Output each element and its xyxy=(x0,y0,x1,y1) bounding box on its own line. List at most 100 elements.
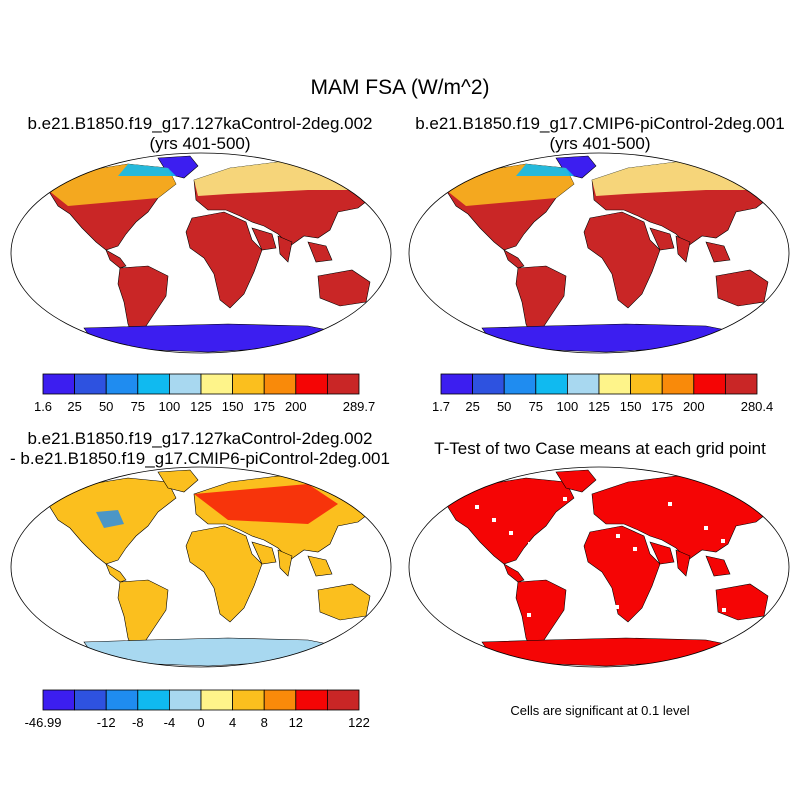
panel-3-title-line-2: - b.e21.B1850.f19_g17.CMIP6-piControl-2d… xyxy=(10,449,390,468)
panel-4-title-line-1: T-Test of two Case means at each grid po… xyxy=(434,439,766,458)
map-4-insignificant-cell xyxy=(563,497,567,501)
map-3-india xyxy=(277,549,293,577)
map-2-central-america xyxy=(503,249,525,269)
map-3-se-asia xyxy=(307,555,333,577)
colorbar-2-tick-label: 200 xyxy=(682,399,705,414)
panel-1-title-line-1: b.e21.B1850.f19_g17.127kaControl-2deg.00… xyxy=(27,114,373,133)
colorbar-1-tick-label: 100 xyxy=(158,399,181,414)
colorbar-2-tick-label: 125 xyxy=(588,399,610,414)
colorbar-2-swatch xyxy=(661,373,695,395)
map-4-africa xyxy=(583,525,661,623)
colorbar-2-swatch xyxy=(440,373,474,395)
colorbar-2-swatch xyxy=(630,373,663,395)
map-3-arabia xyxy=(251,541,277,565)
map-4-insignificant-cell xyxy=(633,547,637,551)
colorbar-1-swatch xyxy=(137,373,170,395)
panel-4-title: T-Test of two Case means at each grid po… xyxy=(400,439,800,459)
colorbar-2-tick-label: 75 xyxy=(528,399,544,414)
map-4-india xyxy=(675,549,691,577)
colorbar-2-tick-label: 25 xyxy=(465,399,480,414)
map-3-north-america-negative-area xyxy=(96,510,124,528)
map-panel-4 xyxy=(408,466,790,668)
map-4-insignificant-cell xyxy=(509,531,513,535)
colorbar-1-swatch xyxy=(263,373,297,395)
map-2-boundary xyxy=(408,152,790,354)
map-4-greenland xyxy=(555,469,597,493)
colorbar-1-tick-label: 50 xyxy=(98,399,114,414)
significance-note: Cells are significant at 0.1 level xyxy=(510,703,690,718)
colorbar-3-tick-label: -46.99 xyxy=(24,715,62,730)
map-2-africa xyxy=(583,211,661,309)
colorbar-1-tick-label: 125 xyxy=(190,399,212,414)
colorbar-1-tick-label: 1.6 xyxy=(33,399,53,414)
colorbar-3-swatch xyxy=(263,689,297,711)
panel-2-title: b.e21.B1850.f19_g17.CMIP6-piControl-2deg… xyxy=(400,114,800,154)
map-4-insignificant-cell xyxy=(669,571,673,575)
map-4-se-asia xyxy=(705,555,731,577)
colorbar-3-swatch xyxy=(42,689,76,711)
colorbar-panel-1: 1.6 25 50 75 100 125 150 175 200 289.7 xyxy=(34,373,375,414)
colorbar-1-swatch xyxy=(200,373,234,395)
map-1-arabia xyxy=(251,227,277,251)
colorbar-1-tick-label: 75 xyxy=(130,399,146,414)
panel-2-title-line-1: b.e21.B1850.f19_g17.CMIP6-piControl-2deg… xyxy=(415,114,785,133)
colorbar-2-swatch xyxy=(598,373,632,395)
map-1-australia xyxy=(317,269,371,307)
colorbar-2-swatch xyxy=(693,373,726,395)
colorbar-3-tick-label: -8 xyxy=(132,715,144,730)
map-2-india xyxy=(675,235,691,263)
map-4-insignificant-cell xyxy=(475,505,479,509)
colorbar-3-tick-label: 4 xyxy=(228,715,237,730)
map-2-arabia xyxy=(649,227,675,251)
map-4-boundary xyxy=(408,466,790,668)
map-4-insignificant-cell xyxy=(528,542,532,546)
colorbar-1-tick-label: 289.7 xyxy=(342,399,376,414)
colorbar-1-tick-label: 175 xyxy=(253,399,276,414)
map-4-insignificant-cell xyxy=(615,605,619,609)
colorbar-3-swatch xyxy=(326,689,360,711)
colorbar-panel-2: 1.7 25 50 75 100 125 150 175 200 280.4 xyxy=(432,373,773,414)
map-4-insignificant-cell xyxy=(457,563,461,567)
colorbar-2-tick-label: 150 xyxy=(619,399,642,414)
colorbar-3-swatch xyxy=(232,689,265,711)
map-4-insignificant-cell xyxy=(580,510,584,514)
map-4-central-america xyxy=(503,563,525,583)
map-4-insignificant-cell xyxy=(474,576,478,580)
colorbar-2-tick-label: 175 xyxy=(651,399,674,414)
colorbar-1-swatch xyxy=(105,373,139,395)
map-3-australia xyxy=(317,583,371,621)
map-4-insignificant-cell xyxy=(456,494,460,498)
map-4-insignificant-cell xyxy=(722,608,726,612)
map-4-insignificant-cell xyxy=(562,568,566,572)
colorbar-1-swatch xyxy=(42,373,76,395)
colorbar-3-tick-label: 12 xyxy=(288,715,304,730)
colorbar-2-swatch xyxy=(535,373,568,395)
map-3-boundary xyxy=(10,466,392,668)
map-3-greenland xyxy=(157,469,199,493)
map-4-australia xyxy=(715,583,769,621)
colorbar-1-swatch xyxy=(169,373,202,395)
map-4-insignificant-cell xyxy=(668,502,672,506)
map-4-insignificant-cell xyxy=(616,534,620,538)
map-4-insignificant-cell xyxy=(721,539,725,543)
colorbar-3-swatch xyxy=(200,689,234,711)
panel-3-title-line-1: b.e21.B1850.f19_g17.127kaControl-2deg.00… xyxy=(27,429,373,448)
map-4-insignificant-cell xyxy=(581,579,585,583)
colorbar-3-swatch xyxy=(169,689,202,711)
colorbar-2-tick-label: 100 xyxy=(556,399,579,414)
colorbar-3-swatch xyxy=(295,689,328,711)
panel-1-title: b.e21.B1850.f19_g17.127kaControl-2deg.00… xyxy=(0,114,400,154)
colorbar-2-swatch xyxy=(503,373,537,395)
map-1-se-asia xyxy=(307,241,333,263)
map-3-africa xyxy=(185,525,263,623)
colorbar-3-swatch xyxy=(137,689,170,711)
colorbar-1-swatch xyxy=(326,373,360,395)
colorbar-2-tick-label: 50 xyxy=(496,399,512,414)
map-panel-3 xyxy=(10,466,392,668)
colorbar-1-swatch xyxy=(74,373,107,395)
colorbar-3-tick-label: -12 xyxy=(96,715,116,730)
colorbar-panel-3: -46.99 -12 -8 -4 0 4 8 12 122 xyxy=(25,689,370,730)
map-4-insignificant-cell xyxy=(527,613,531,617)
map-2-arctic-band xyxy=(516,164,574,176)
map-4-insignificant-cell xyxy=(739,621,743,625)
